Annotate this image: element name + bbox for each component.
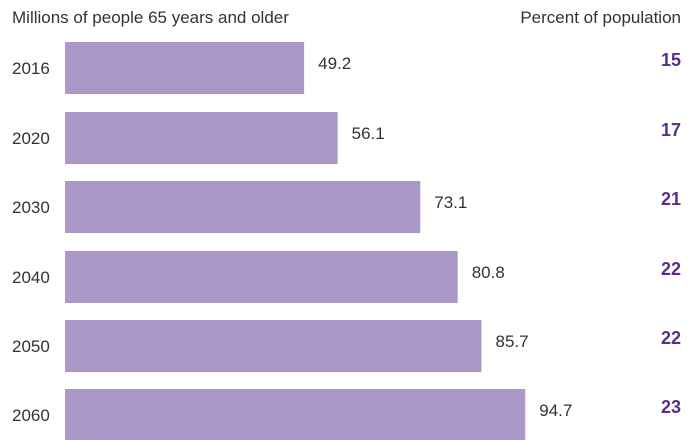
year-label-2030: 2030 [12, 198, 50, 217]
percent-label-2030: 21 [661, 189, 681, 209]
right-column-header: Percent of population [520, 8, 681, 27]
year-label-2020: 2020 [12, 129, 50, 148]
percent-label-2060: 23 [661, 397, 681, 417]
year-label-2050: 2050 [12, 337, 50, 356]
percent-label-2020: 17 [661, 120, 681, 140]
value-label-2016: 49.2 [318, 54, 351, 73]
value-label-2040: 80.8 [472, 263, 505, 282]
year-label-2060: 2060 [12, 406, 50, 425]
value-label-2020: 56.1 [352, 124, 385, 143]
year-label-2040: 2040 [12, 268, 50, 287]
bar-2020 [65, 112, 338, 164]
left-column-header: Millions of people 65 years and older [12, 8, 289, 27]
bar-2050 [65, 320, 482, 372]
year-label-2016: 2016 [12, 59, 50, 78]
bar-2016 [65, 42, 305, 94]
bar-2060 [65, 389, 526, 440]
percent-label-2050: 22 [661, 328, 681, 348]
value-label-2030: 73.1 [434, 193, 467, 212]
value-label-2050: 85.7 [496, 332, 529, 351]
bar-2040 [65, 251, 458, 303]
percent-label-2040: 22 [661, 259, 681, 279]
value-label-2060: 94.7 [539, 401, 572, 420]
bar-2030 [65, 181, 421, 233]
percent-label-2016: 15 [661, 50, 681, 70]
